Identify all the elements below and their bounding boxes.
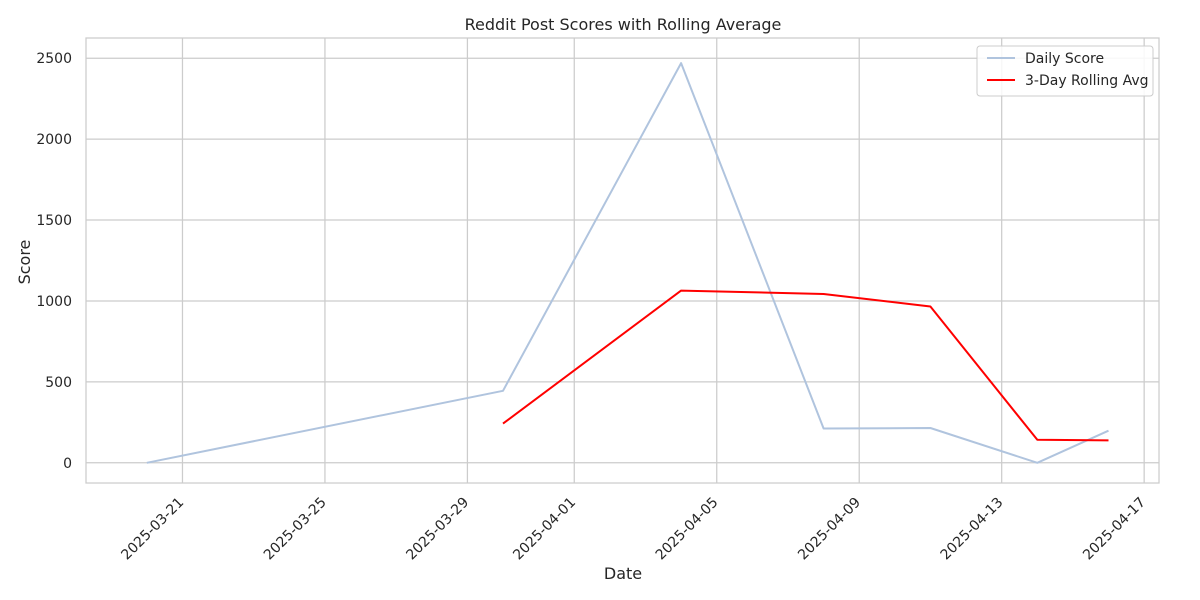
series-line-daily-score xyxy=(146,62,1109,464)
chart-title: Reddit Post Scores with Rolling Average xyxy=(465,15,782,34)
plot-area xyxy=(85,37,1160,484)
y-tick-label: 2000 xyxy=(36,132,72,148)
x-axis-title: Date xyxy=(604,564,642,583)
legend-box xyxy=(976,45,1154,97)
y-tick-label: 500 xyxy=(45,375,72,391)
legend-label-rolling-avg: 3-Day Rolling Avg xyxy=(1025,73,1149,89)
y-axis-title: Score xyxy=(15,240,34,285)
legend-label-daily-score: Daily Score xyxy=(1025,51,1104,67)
series-layer xyxy=(146,62,1109,464)
y-tick-label: 1000 xyxy=(36,294,72,310)
y-tick-label: 0 xyxy=(63,456,72,472)
series-line-rolling-avg xyxy=(502,289,1109,442)
legend: Daily Score 3-Day Rolling Avg xyxy=(976,45,1154,97)
y-tick-label: 1500 xyxy=(36,213,72,229)
y-tick-label: 2500 xyxy=(36,51,72,67)
